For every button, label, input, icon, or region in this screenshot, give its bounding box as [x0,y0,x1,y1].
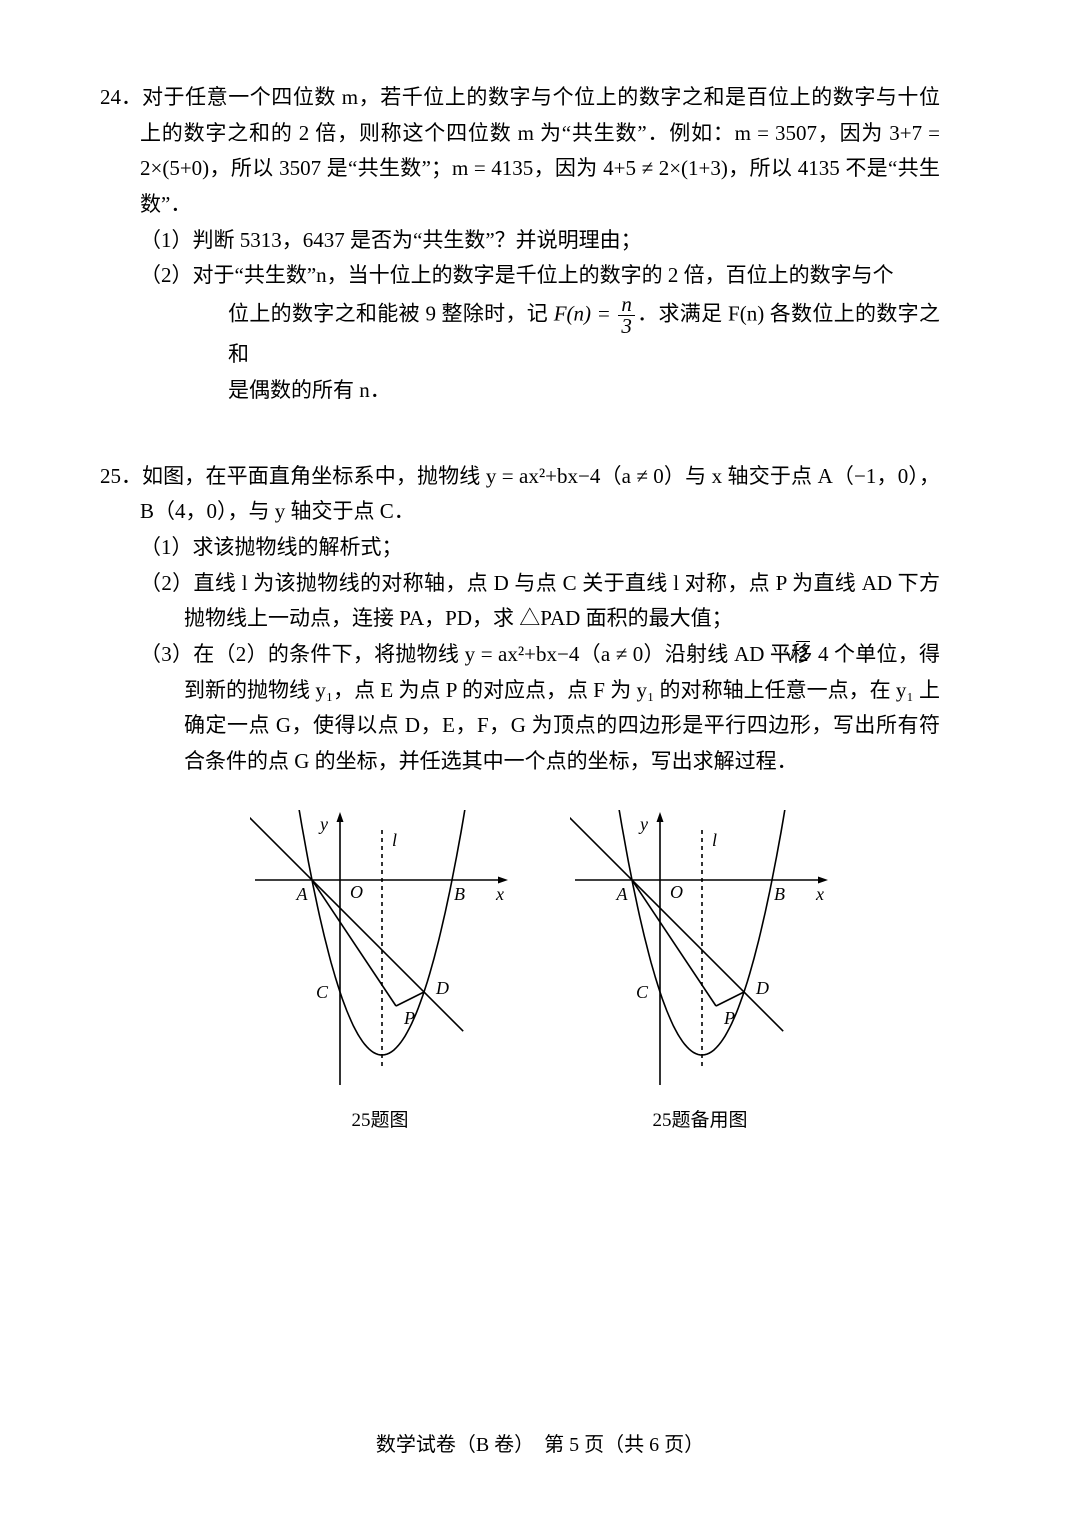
page-footer: 数学试卷（B 卷） 第 5 页（共 6 页） [140,1428,940,1462]
svg-text:l: l [712,830,717,850]
svg-text:x: x [495,884,504,904]
q25-part3-a: （3）在（2）的条件下，将抛物线 y = ax²+bx−4（a ≠ 0）沿射线 … [140,642,828,666]
svg-text:P: P [403,1008,415,1028]
svg-text:O: O [350,882,363,902]
parabola-diagram-1: y x Ol A B C DP [250,810,510,1090]
svg-text:A: A [616,884,629,904]
q25-fig2-caption: 25题备用图 [570,1105,830,1137]
q24-part2-b: 位上的数字之和能被 9 整除时，记 [228,301,554,325]
svg-text:D: D [435,978,449,998]
problem-24: 24． 对于任意一个四位数 m，若千位上的数字与个位上的数字之和是百位上的数字与… [140,80,940,409]
svg-text:y: y [318,814,328,834]
q25-figure-2: y x Ol A B C DP 25题备用图 [570,810,830,1138]
q25-fig1-caption: 25题图 [250,1105,510,1137]
svg-text:B: B [774,884,785,904]
svg-text:O: O [670,882,683,902]
parabola-diagram-2: y x Ol A B C DP [570,810,830,1090]
svg-text:y: y [638,814,648,834]
q24-number: 24． [100,80,142,116]
problem-25: 25． 如图，在平面直角坐标系中，抛物线 y = ax²+bx−4（a ≠ 0）… [140,459,940,1138]
q24-stem: 24． 对于任意一个四位数 m，若千位上的数字与个位上的数字之和是百位上的数字与… [140,80,940,223]
q24-fn-label: F(n) = [554,301,617,325]
svg-text:B: B [454,884,465,904]
svg-text:P: P [723,1008,735,1028]
q24-part2-line1: （2）对于“共生数”n，当十位上的数字是千位上的数字的 2 倍，百位上的数字与个 [140,258,940,294]
q25-part2: （2）直线 l 为该抛物线的对称轴，点 D 与点 C 关于直线 l 对称，点 P… [140,566,940,637]
q25-number: 25． [100,459,142,495]
svg-text:D: D [755,978,769,998]
q24-stem-text: 对于任意一个四位数 m，若千位上的数字与个位上的数字之和是百位上的数字与十位上的… [140,85,940,216]
q25-stem: 25． 如图，在平面直角坐标系中，抛物线 y = ax²+bx−4（a ≠ 0）… [140,459,940,530]
svg-text:A: A [296,884,309,904]
q25-part3: （3）在（2）的条件下，将抛物线 y = ax²+bx−4（a ≠ 0）沿射线 … [140,637,940,780]
q25-stem-text: 如图，在平面直角坐标系中，抛物线 y = ax²+bx−4（a ≠ 0）与 x … [140,464,940,524]
q24-part2-line3: 是偶数的所有 n． [140,373,940,409]
exam-page: 24． 对于任意一个四位数 m，若千位上的数字与个位上的数字之和是百位上的数字与… [0,0,1080,1502]
q25-figure-1: y x Ol A B C DP 25题图 [250,810,510,1138]
svg-text:C: C [636,982,649,1002]
q24-part1: （1）判断 5313，6437 是否为“共生数”？并说明理由； [140,223,940,259]
q25-part1: （1）求该抛物线的解析式； [140,530,940,566]
svg-text:C: C [316,982,329,1002]
q24-part2-line2: 位上的数字之和能被 9 整除时，记 F(n) = n3．求满足 F(n) 各数位… [140,294,940,373]
q25-figures: yxOlABCDP 25题图 yxOlABCDP 25题备用图 [140,810,940,1138]
svg-text:l: l [392,830,397,850]
fraction-icon: n3 [618,294,635,337]
svg-text:x: x [815,884,824,904]
